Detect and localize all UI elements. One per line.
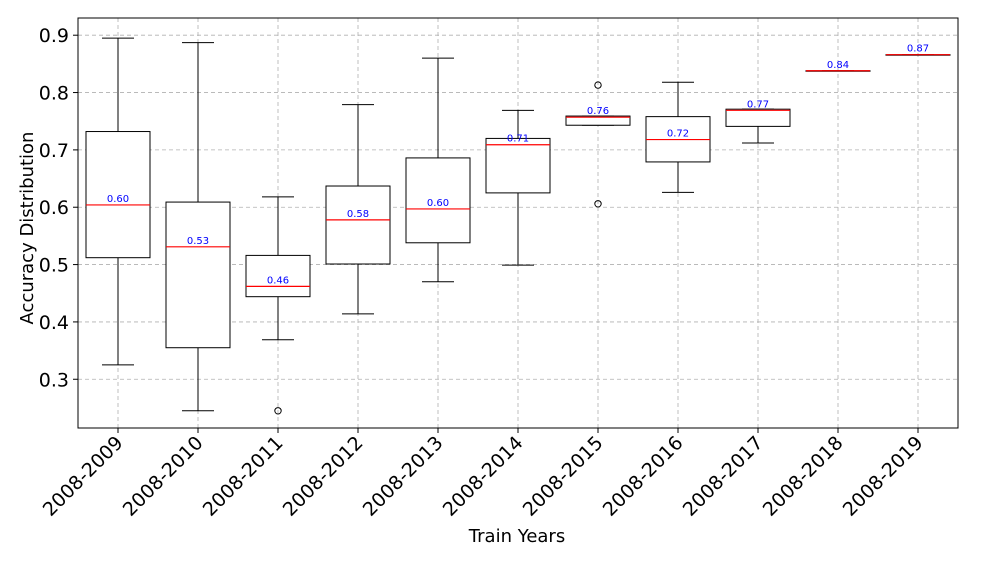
box-group: 0.60: [405, 57, 471, 283]
box-iqr: [85, 131, 151, 259]
x-tick-label: 2008-2015: [519, 432, 608, 521]
box-group: 0.58: [325, 104, 391, 315]
median-label: 0.76: [587, 106, 609, 117]
x-tick-label: 2008-2009: [39, 432, 128, 521]
outlier-point: [594, 200, 602, 208]
x-tick-label: 2008-2013: [359, 432, 448, 521]
x-axis-title: Train Years: [468, 526, 565, 547]
box-group: 0.72: [645, 81, 711, 193]
x-tick-label: 2008-2012: [279, 432, 368, 521]
box-group: 0.60: [85, 37, 151, 366]
outlier-point: [594, 81, 602, 89]
median-label: 0.77: [747, 99, 769, 110]
median-label: 0.87: [907, 44, 929, 55]
box-group: 0.77: [725, 99, 791, 144]
box-iqr: [485, 137, 551, 194]
box-iqr: [165, 201, 231, 349]
median-label: 0.72: [667, 129, 689, 140]
y-tick-label: 0.8: [39, 83, 69, 105]
box-iqr: [405, 157, 471, 244]
y-tick-label: 0.7: [39, 140, 69, 162]
median-label: 0.53: [187, 236, 209, 247]
y-tick-label: 0.4: [39, 312, 69, 334]
y-tick-label: 0.3: [39, 369, 69, 391]
box-iqr: [325, 185, 391, 265]
x-tick-label: 2008-2014: [439, 432, 528, 521]
x-tick-label: 2008-2010: [119, 432, 208, 521]
outlier-point: [274, 407, 282, 415]
box-group: 0.46: [245, 196, 311, 415]
median-label: 0.58: [347, 209, 369, 220]
median-label: 0.46: [267, 275, 289, 286]
x-tick-label: 2008-2016: [599, 432, 688, 521]
box-iqr: [245, 254, 311, 298]
box-group: 0.76: [565, 81, 631, 208]
y-tick-label: 0.6: [39, 197, 69, 219]
median-label: 0.84: [827, 60, 849, 71]
x-tick-label: 2008-2019: [839, 432, 928, 521]
plot-frame: [77, 17, 959, 429]
y-tick-label: 0.9: [39, 25, 69, 47]
median-label: 0.60: [107, 194, 129, 205]
x-tick-label: 2008-2017: [679, 432, 768, 521]
y-axis-title: Accuracy Distribution: [17, 132, 38, 325]
y-tick-label: 0.5: [39, 255, 69, 277]
box-group: 0.71: [485, 109, 551, 266]
box-iqr: [725, 108, 791, 127]
box-layer: 0.60 0.53 0.46 0.58 0.60 0.71 0.76 0.72 0.77 0.84…: [85, 37, 951, 415]
box-group: 0.84: [805, 60, 871, 72]
x-tick-label: 2008-2018: [759, 432, 848, 521]
box-group: 0.53: [165, 42, 231, 412]
box-iqr: [565, 115, 631, 126]
box-group: 0.87: [885, 44, 951, 56]
x-tick-label: 2008-2011: [199, 432, 288, 521]
median-label: 0.60: [427, 198, 449, 209]
median-label: 0.71: [507, 134, 529, 145]
